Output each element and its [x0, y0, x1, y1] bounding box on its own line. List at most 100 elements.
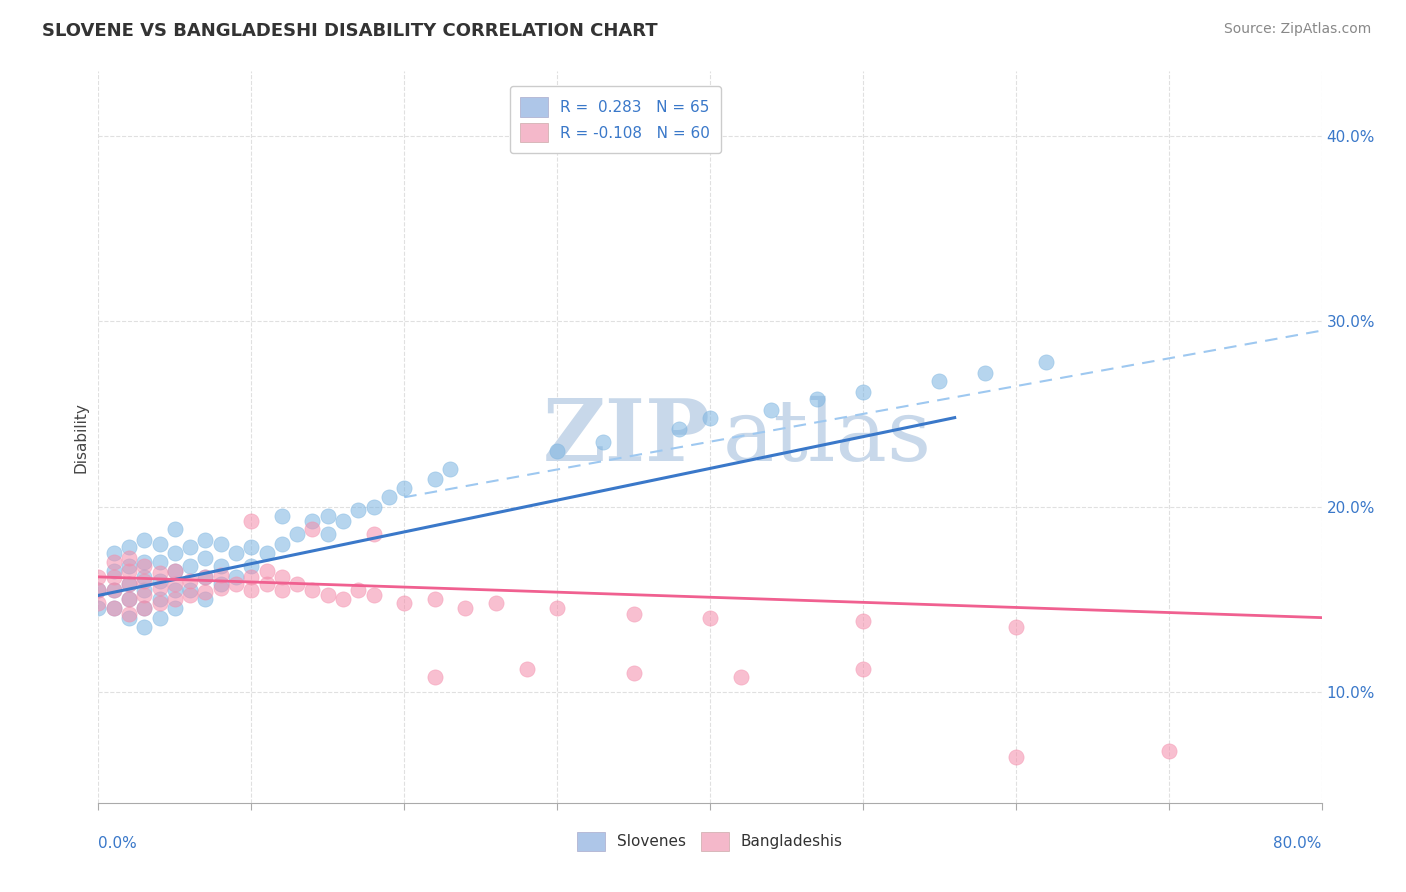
Point: [270, 570, 292, 584]
Text: 0.0%: 0.0%: [98, 836, 138, 851]
Point: [134, 601, 156, 615]
Point: [806, 392, 828, 406]
Point: [485, 596, 508, 610]
Point: [256, 565, 278, 579]
Point: [316, 588, 339, 602]
Point: [118, 610, 141, 624]
Point: [209, 581, 232, 595]
Point: [392, 596, 416, 610]
Point: [194, 570, 217, 584]
Point: [225, 570, 247, 584]
Point: [759, 403, 782, 417]
Point: [516, 663, 538, 677]
Point: [179, 582, 201, 597]
Point: [392, 481, 416, 495]
Point: [209, 558, 232, 573]
Point: [194, 592, 217, 607]
Point: [546, 444, 568, 458]
Point: [974, 366, 997, 380]
Point: [149, 592, 172, 607]
Point: [316, 508, 339, 523]
Point: [179, 558, 201, 573]
Point: [240, 541, 263, 555]
Point: [149, 581, 172, 595]
Point: [163, 592, 186, 607]
Point: [423, 472, 446, 486]
Point: [209, 577, 232, 591]
Point: [134, 582, 156, 597]
Point: [118, 577, 141, 591]
Point: [163, 565, 186, 579]
Point: [134, 558, 156, 573]
Point: [270, 582, 292, 597]
Point: [225, 577, 247, 591]
Point: [316, 527, 339, 541]
Point: [270, 536, 292, 550]
Point: [103, 570, 125, 584]
Point: [87, 570, 110, 584]
Point: [163, 601, 186, 615]
Point: [103, 555, 125, 569]
Text: atlas: atlas: [723, 395, 931, 479]
Point: [103, 546, 125, 560]
Point: [378, 490, 401, 504]
Point: [623, 607, 645, 621]
Point: [134, 588, 156, 602]
Point: [87, 601, 110, 615]
Point: [423, 670, 446, 684]
Point: [118, 551, 141, 566]
Point: [623, 666, 645, 681]
Y-axis label: Disability: Disability: [73, 401, 89, 473]
Point: [118, 592, 141, 607]
Point: [179, 541, 201, 555]
Point: [149, 566, 172, 581]
Point: [149, 555, 172, 569]
Point: [103, 565, 125, 579]
Point: [285, 577, 308, 591]
Point: [1004, 749, 1026, 764]
Point: [134, 570, 156, 584]
Point: [301, 522, 323, 536]
Point: [270, 508, 292, 523]
Point: [363, 588, 385, 602]
Point: [103, 601, 125, 615]
Point: [546, 601, 568, 615]
Point: [163, 522, 186, 536]
Point: [347, 582, 370, 597]
Point: [118, 541, 141, 555]
Text: SLOVENE VS BANGLADESHI DISABILITY CORRELATION CHART: SLOVENE VS BANGLADESHI DISABILITY CORREL…: [42, 22, 658, 40]
Point: [852, 384, 875, 399]
Point: [118, 592, 141, 607]
Point: [194, 551, 217, 566]
Point: [301, 582, 323, 597]
Point: [363, 527, 385, 541]
Point: [103, 582, 125, 597]
Point: [134, 620, 156, 634]
Point: [163, 565, 186, 579]
Point: [332, 514, 354, 528]
Point: [149, 610, 172, 624]
Point: [852, 663, 875, 677]
Point: [87, 582, 110, 597]
Point: [134, 555, 156, 569]
Point: [240, 570, 263, 584]
Legend: Slovenes, Bangladeshis: Slovenes, Bangladeshis: [571, 825, 849, 857]
Point: [332, 592, 354, 607]
Point: [256, 577, 278, 591]
Point: [699, 610, 721, 624]
Point: [179, 574, 201, 588]
Point: [103, 582, 125, 597]
Point: [103, 601, 125, 615]
Point: [163, 582, 186, 597]
Point: [134, 574, 156, 588]
Point: [163, 577, 186, 591]
Point: [134, 533, 156, 547]
Point: [301, 514, 323, 528]
Point: [1035, 355, 1057, 369]
Point: [194, 570, 217, 584]
Point: [149, 574, 172, 588]
Point: [1004, 620, 1026, 634]
Point: [179, 588, 201, 602]
Point: [240, 514, 263, 528]
Point: [118, 558, 141, 573]
